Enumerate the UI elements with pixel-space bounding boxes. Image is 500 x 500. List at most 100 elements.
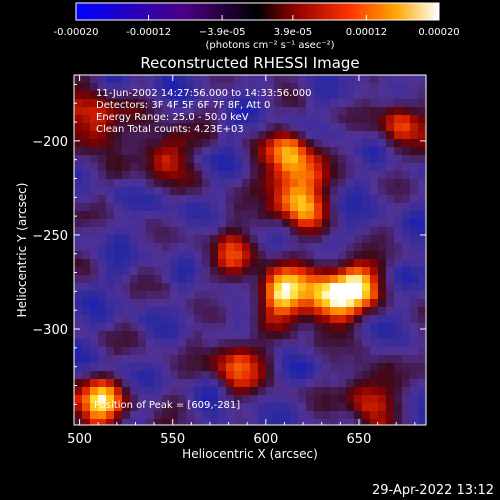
heatmap-cell (346, 91, 355, 100)
heatmap-cell (226, 355, 235, 364)
heatmap-cell (234, 347, 243, 356)
heatmap-cell (202, 267, 211, 276)
heatmap-cell (186, 347, 195, 356)
heatmap-cell (386, 403, 395, 412)
heatmap-cell (138, 227, 147, 236)
heatmap-cell (90, 387, 99, 396)
heatmap-cell (202, 147, 211, 156)
heatmap-cell (418, 307, 426, 316)
heatmap-cell (82, 211, 91, 220)
heatmap-cell (138, 131, 147, 140)
heatmap-cell (82, 315, 91, 324)
heatmap-cell (346, 379, 355, 388)
heatmap-cell (282, 131, 291, 140)
heatmap-cell (114, 403, 123, 412)
heatmap-cell (186, 179, 195, 188)
heatmap-cell (370, 147, 379, 156)
heatmap-cell (242, 179, 251, 188)
heatmap-cell (162, 147, 171, 156)
heatmap-cell (394, 99, 403, 108)
heatmap-cell (146, 291, 155, 300)
heatmap-cell (370, 139, 379, 148)
heatmap-cell (362, 355, 371, 364)
heatmap-cell (226, 323, 235, 332)
heatmap-cell (170, 379, 179, 388)
heatmap-cell (298, 171, 307, 180)
heatmap-cell (362, 371, 371, 380)
heatmap-cell (242, 307, 251, 316)
heatmap-cell (242, 203, 251, 212)
heatmap-cell (90, 179, 99, 188)
heatmap-cell (122, 235, 131, 244)
heatmap-cell (258, 75, 267, 84)
heatmap-cell (170, 243, 179, 252)
heatmap-cell (282, 115, 291, 124)
heatmap-cell (314, 99, 323, 108)
heatmap-cell (394, 283, 403, 292)
heatmap-cell (250, 219, 259, 228)
heatmap-cell (234, 411, 243, 420)
heatmap-cell (186, 315, 195, 324)
heatmap-cell (338, 163, 347, 172)
heatmap-cell (322, 99, 331, 108)
heatmap-cell (306, 347, 315, 356)
heatmap-cell (186, 307, 195, 316)
heatmap-cell (322, 315, 331, 324)
heatmap-cell (202, 419, 211, 425)
heatmap-cell (282, 235, 291, 244)
heatmap-cell (114, 371, 123, 380)
heatmap-cell (418, 243, 426, 252)
heatmap-cell (74, 371, 83, 380)
heatmap-cell (418, 99, 426, 108)
heatmap-cell (106, 299, 115, 308)
heatmap-cell (234, 187, 243, 196)
heatmap-cell (170, 75, 179, 84)
heatmap-cell (306, 187, 315, 196)
colorbar-gradient (75, 2, 440, 21)
heatmap-cell (210, 267, 219, 276)
heatmap-cell (362, 419, 371, 425)
heatmap-cell (74, 211, 83, 220)
heatmap-cell (202, 243, 211, 252)
heatmap-cell (330, 107, 339, 116)
heatmap-cell (130, 107, 139, 116)
heatmap-cell (306, 139, 315, 148)
heatmap-cell (210, 123, 219, 132)
heatmap-cell (234, 323, 243, 332)
heatmap-cell (162, 363, 171, 372)
heatmap-cell (162, 339, 171, 348)
heatmap-cell (274, 339, 283, 348)
heatmap-cell (146, 227, 155, 236)
heatmap-cell (90, 91, 99, 100)
heatmap-cell (186, 331, 195, 340)
y-axis-label: Heliocentric Y (arcsec) (15, 183, 29, 318)
heatmap-cell (298, 299, 307, 308)
heatmap-cell (74, 411, 83, 420)
heatmap-cell (370, 379, 379, 388)
heatmap-cell (290, 91, 299, 100)
heatmap-cell (290, 83, 299, 92)
heatmap-cell (210, 235, 219, 244)
heatmap-cell (418, 283, 426, 292)
heatmap-cell (314, 195, 323, 204)
heatmap-cell (202, 163, 211, 172)
heatmap-cell (202, 195, 211, 204)
heatmap-cell (282, 187, 291, 196)
heatmap-cell (170, 387, 179, 396)
heatmap-cell (378, 283, 387, 292)
heatmap-cell (202, 323, 211, 332)
heatmap-cell (250, 355, 259, 364)
heatmap-cell (98, 155, 107, 164)
heatmap-cell (314, 355, 323, 364)
heatmap-cell (386, 371, 395, 380)
heatmap-cell (266, 411, 275, 420)
chart-title: Reconstructed RHESSI Image (140, 54, 359, 72)
heatmap-cell (338, 363, 347, 372)
heatmap-cell (226, 379, 235, 388)
heatmap-cell (330, 227, 339, 236)
heatmap-cell (234, 171, 243, 180)
heatmap-cell (282, 387, 291, 396)
heatmap-cell (402, 131, 411, 140)
heatmap-cell (330, 179, 339, 188)
heatmap-cell (170, 283, 179, 292)
